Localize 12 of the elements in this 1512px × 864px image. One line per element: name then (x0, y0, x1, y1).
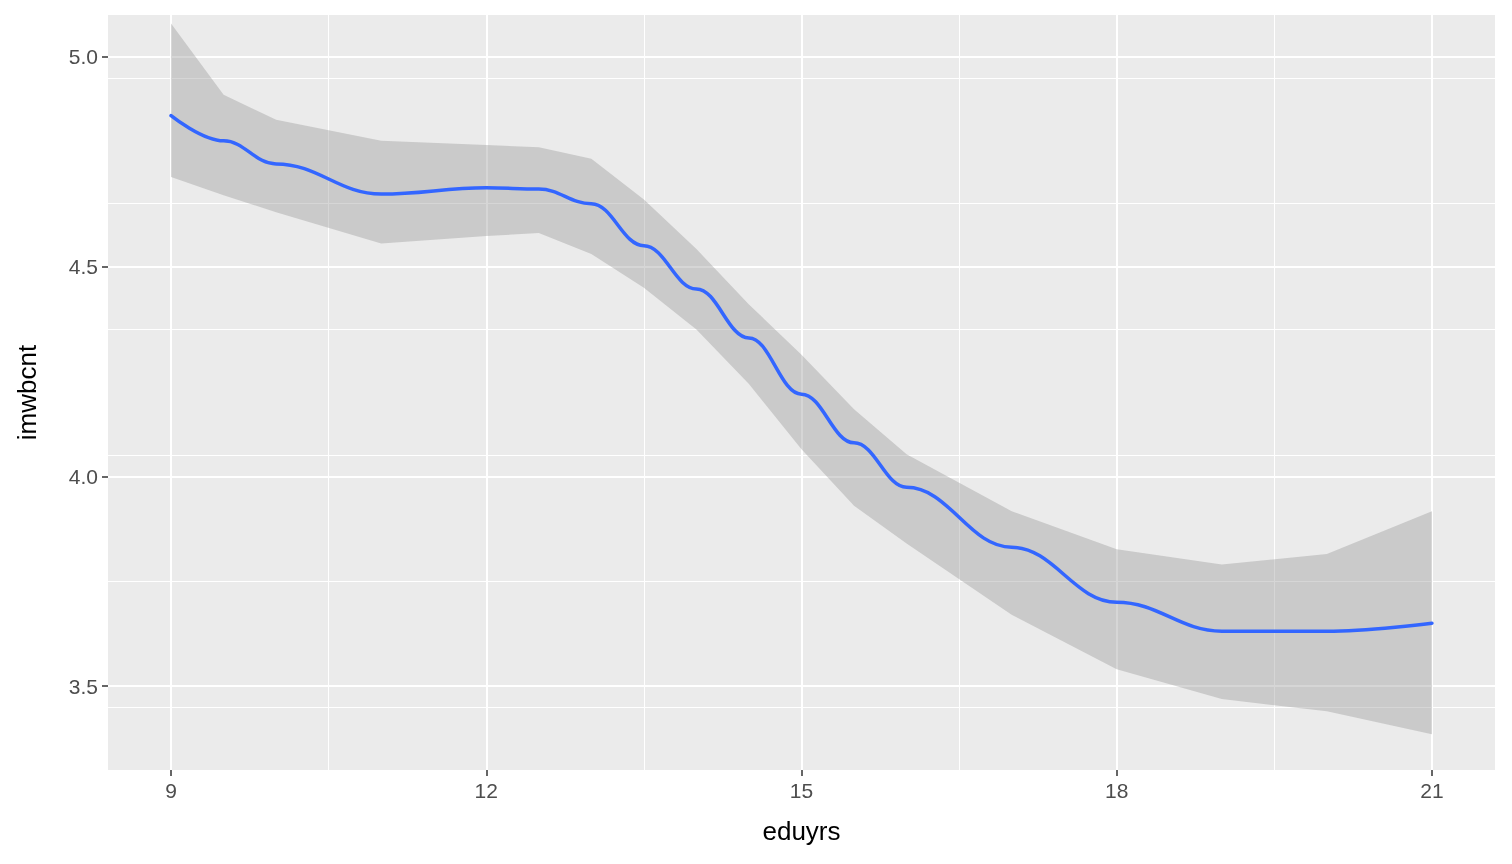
y-tick-label: 4.0 (68, 464, 98, 488)
x-tick-label: 15 (789, 779, 814, 802)
y-tick-label: 5.0 (68, 45, 98, 69)
x-tick-label: 12 (474, 779, 498, 802)
y-tick-label: 3.5 (68, 674, 98, 698)
x-tick-label: 9 (165, 779, 177, 802)
y-tick-label: 4.5 (68, 255, 98, 279)
x-tick-label: 21 (1420, 779, 1444, 802)
y-axis-title: imwbcnt (12, 344, 42, 441)
x-axis-title: eduyrs (762, 816, 841, 846)
line-series (169, 113, 1434, 633)
x-tick-label: 18 (1105, 779, 1129, 802)
